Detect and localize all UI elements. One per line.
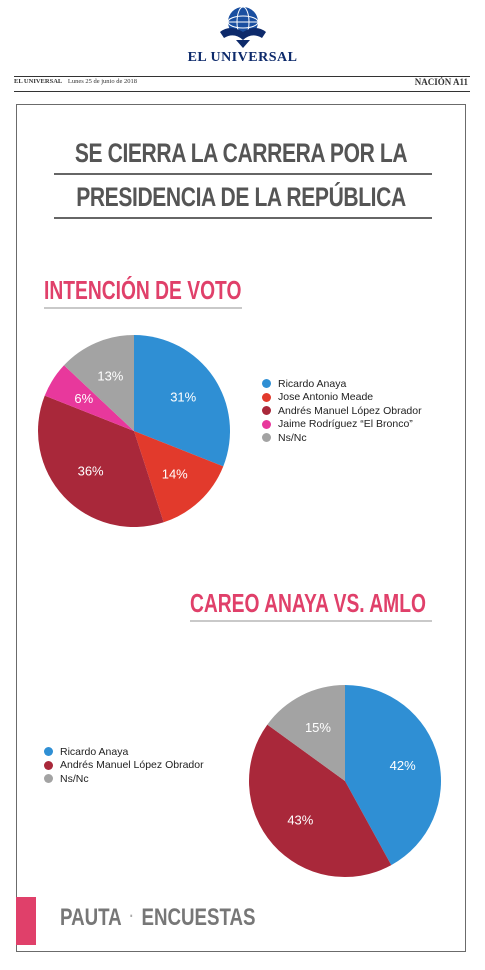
headline-line-1: SE CIERRA LA CARRERA POR LA <box>74 138 408 168</box>
legend-item-andres-manuel-lopez-obrador: Andrés Manuel López Obrador <box>44 759 204 773</box>
slice-label-ricardo-anaya: 31% <box>170 390 196 405</box>
headline-underline-1 <box>54 173 432 175</box>
brand-name: EL UNIVERSAL <box>187 50 298 65</box>
slice-label-andres-manuel-lopez-obrador: 43% <box>287 812 313 827</box>
pie-slice-andres-manuel-lopez-obrador <box>37 395 164 527</box>
section-label: NACIÓN A11 <box>414 77 468 87</box>
vote-intention-legend: Ricardo Anaya Jose Antonio Meade Andrés Ma… <box>262 377 422 445</box>
pie-slice-jose-antonio-meade <box>134 431 224 523</box>
vote-intention-pie: 31% 14% 36% 6% 13% <box>37 335 231 527</box>
dateline-paper: EL UNIVERSAL <box>14 78 63 85</box>
pie-slice-ns-nc <box>267 685 345 781</box>
legend-label: Andrés Manuel López Obrador <box>60 759 204 772</box>
pie-slice-ricardo-anaya <box>345 685 441 866</box>
legend-swatch <box>262 406 271 416</box>
slice-label-andres-manuel-lopez-obrador: 36% <box>78 464 104 479</box>
pie-slice-jaime-rodriguez-el-bronco <box>44 365 134 431</box>
legend-item-jose-antonio-meade: Jose Antonio Meade <box>262 391 422 405</box>
legend-item-jaime-rodriguez-el-bronco: Jaime Rodríguez “El Bronco” <box>262 418 422 432</box>
legend-swatch <box>44 760 53 770</box>
legend-label: Andrés Manuel López Obrador <box>278 404 422 417</box>
legend-item-ricardo-anaya: Ricardo Anaya <box>262 377 422 391</box>
slice-label-jose-antonio-meade: 14% <box>162 466 188 481</box>
legend-label: Jaime Rodríguez “El Bronco” <box>278 418 413 431</box>
legend-label: Ns/Nc <box>60 772 89 785</box>
footer-credit: PAUTA · ENCUESTAS <box>60 904 256 932</box>
dateline-date: Lunes 25 de junio de 2018 <box>67 78 138 85</box>
legend-item-andres-manuel-lopez-obrador: Andrés Manuel López Obrador <box>262 404 422 418</box>
legend-label: Ricardo Anaya <box>60 745 129 758</box>
legend-swatch <box>44 747 53 757</box>
pie-slice-ns-nc <box>64 335 134 431</box>
dateline: EL UNIVERSAL Lunes 25 de junio de 2018 N… <box>14 77 470 92</box>
globe-eagle-logo <box>220 6 266 48</box>
slice-label-ns-nc: 15% <box>305 720 331 735</box>
footer-accent-bar <box>16 897 36 945</box>
anaya-vs-amlo-pie: 42% 43% 15% <box>249 685 441 877</box>
legend-swatch <box>262 379 271 389</box>
legend-swatch <box>44 774 53 784</box>
legend-swatch <box>262 419 271 429</box>
pie-slice-andres-manuel-lopez-obrador <box>249 724 392 877</box>
legend-swatch <box>262 433 271 443</box>
rule-bottom <box>14 91 470 92</box>
footer-pauta: PAUTA <box>60 904 122 931</box>
chart2-title-underline <box>190 620 432 622</box>
footer-encuestas: ENCUESTAS <box>141 904 256 931</box>
chart1-title: INTENCIÓN DE VOTO <box>44 275 242 305</box>
legend-label: Ricardo Anaya <box>278 377 347 390</box>
slice-label-ricardo-anaya: 42% <box>390 758 416 773</box>
anaya-vs-amlo-legend: Ricardo Anaya Andrés Manuel López Obrador… <box>44 745 204 786</box>
legend-label: Jose Antonio Meade <box>278 391 374 404</box>
legend-item-ns-nc: Ns/Nc <box>44 772 204 786</box>
legend-item-ns-nc: Ns/Nc <box>262 431 422 445</box>
masthead: EL UNIVERSAL <box>0 0 485 72</box>
legend-label: Ns/Nc <box>278 431 307 444</box>
rule-top <box>14 76 470 77</box>
pie-slice-ricardo-anaya <box>134 335 231 467</box>
chart2-title: CAREO ANAYA VS. AMLO <box>190 588 426 618</box>
footer-separator: · <box>129 908 134 925</box>
slice-label-jaime-rodriguez-el-bronco: 6% <box>74 391 93 406</box>
headline-line-2: PRESIDENCIA DE LA REPÚBLICA <box>76 182 406 212</box>
legend-item-ricardo-anaya: Ricardo Anaya <box>44 745 204 759</box>
legend-swatch <box>262 392 271 402</box>
infographic-frame <box>16 104 466 952</box>
headline-underline-2 <box>54 217 432 219</box>
slice-label-ns-nc: 13% <box>97 368 123 383</box>
chart1-title-underline <box>44 307 242 309</box>
